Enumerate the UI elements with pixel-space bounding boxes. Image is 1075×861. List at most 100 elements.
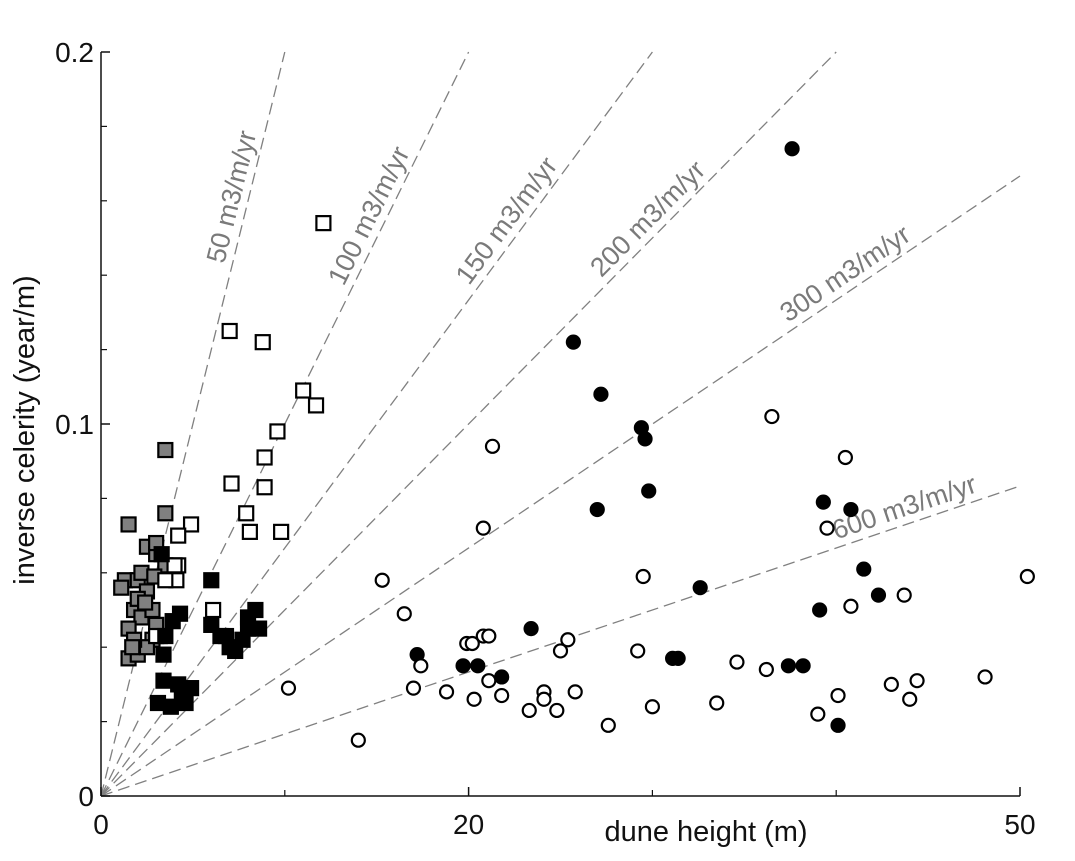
white-circle-point	[896, 587, 912, 603]
black-square-point	[155, 672, 172, 689]
gray-square-point	[124, 639, 141, 656]
white-circle-point	[413, 658, 429, 674]
gray-square-point	[137, 594, 154, 611]
white-circle-point	[1019, 568, 1035, 585]
white-circle-point	[560, 632, 576, 648]
white-circle-point	[521, 702, 537, 719]
y-tick-label: 0.2	[55, 37, 94, 68]
gray-square-point	[120, 516, 137, 533]
gray-square-point	[113, 579, 130, 596]
white-circle-point	[567, 684, 583, 700]
flux-150-line	[100, 51, 653, 797]
white-circle-point	[758, 661, 774, 678]
x-tick-label: 0	[93, 809, 109, 840]
white-circle-point	[280, 680, 297, 696]
black-circle-point	[593, 386, 609, 402]
white-circle-point	[536, 691, 552, 707]
white-circle-point	[810, 706, 826, 722]
black-circle-point	[637, 431, 653, 447]
black-square-point	[177, 694, 194, 712]
white-circle-point	[438, 684, 455, 700]
white-square-point	[221, 322, 238, 340]
white-circle-point	[630, 643, 646, 659]
white-circle-point	[552, 643, 569, 659]
gray-square-point	[157, 505, 174, 522]
white-circle-point	[843, 598, 859, 614]
flux-300-line	[100, 175, 1021, 797]
white-circle-point	[484, 438, 501, 454]
black-circle-point	[870, 587, 887, 603]
flux-200-label: 200 m3/m/yr	[584, 155, 711, 283]
y-tick-label: 0	[78, 781, 94, 812]
white-square-point	[238, 505, 255, 522]
black-circle-point	[494, 669, 510, 685]
white-circle-point	[819, 520, 835, 536]
white-circle-point	[481, 673, 497, 689]
black-square-point	[153, 546, 170, 563]
black-circle-point	[856, 561, 872, 577]
white-circle-point	[709, 695, 725, 711]
black-circle-point	[830, 717, 846, 733]
flux-50-line	[100, 51, 286, 797]
black-circle-point	[812, 602, 828, 618]
y-tick-label: 0.1	[55, 409, 94, 440]
white-square-point	[307, 397, 325, 414]
black-circle-point	[815, 494, 831, 510]
white-circle-point	[475, 520, 491, 536]
white-circle-point	[549, 702, 565, 719]
white-square-point	[157, 572, 174, 589]
black-square-point	[212, 627, 229, 645]
white-square-point	[315, 215, 332, 232]
flux-300-label: 300 m3/m/yr	[774, 219, 915, 328]
white-square-point	[295, 382, 312, 399]
black-circle-point	[780, 658, 797, 674]
black-square-point	[227, 642, 244, 660]
black-circle-point	[641, 483, 657, 499]
flux-50-label: 50 m3/m/yr	[201, 128, 263, 266]
black-circle-point	[565, 334, 581, 350]
white-square-point	[170, 527, 187, 544]
white-circle-point	[977, 669, 993, 685]
black-square-point	[162, 698, 179, 715]
white-square-point	[205, 601, 222, 619]
black-circle-point	[843, 501, 859, 518]
white-circle-point	[481, 628, 497, 644]
white-circle-point	[396, 606, 412, 622]
white-circle-point	[883, 676, 899, 693]
white-square-point	[269, 423, 286, 440]
white-circle-point	[902, 691, 918, 707]
x-tick-label: 20	[453, 809, 484, 840]
white-circle-point	[600, 717, 616, 733]
white-circle-point	[374, 572, 390, 588]
white-circle-point	[635, 568, 651, 585]
data-points	[113, 141, 1035, 748]
white-circle-point	[494, 687, 510, 704]
x-axis-title: dune height (m)	[604, 816, 807, 848]
flux-200-line	[100, 51, 837, 797]
white-square-point	[256, 479, 273, 496]
white-circle-point	[466, 691, 482, 707]
white-circle-point	[405, 680, 422, 696]
black-circle-point	[589, 501, 605, 518]
black-square-point	[239, 620, 257, 637]
white-circle-point	[909, 673, 925, 689]
white-square-point	[256, 449, 273, 466]
black-circle-point	[470, 658, 486, 674]
white-circle-point	[350, 732, 366, 748]
black-circle-point	[784, 141, 800, 157]
axis-ticks: 0 20 50 0 0.1 0.2	[55, 37, 1036, 840]
flux-100-label: 100 m3/m/yr	[322, 142, 415, 290]
white-square-point	[223, 475, 240, 492]
black-circle-point	[692, 580, 708, 596]
white-square-point	[273, 523, 290, 540]
white-circle-point	[837, 449, 853, 466]
gray-square-point	[157, 441, 174, 459]
black-square-point	[157, 627, 174, 645]
black-square-point	[203, 572, 220, 589]
black-circle-point	[523, 620, 539, 637]
white-circle-point	[644, 699, 661, 715]
white-square-point	[166, 557, 183, 574]
black-square-point	[155, 646, 172, 663]
black-circle-point	[670, 650, 686, 666]
